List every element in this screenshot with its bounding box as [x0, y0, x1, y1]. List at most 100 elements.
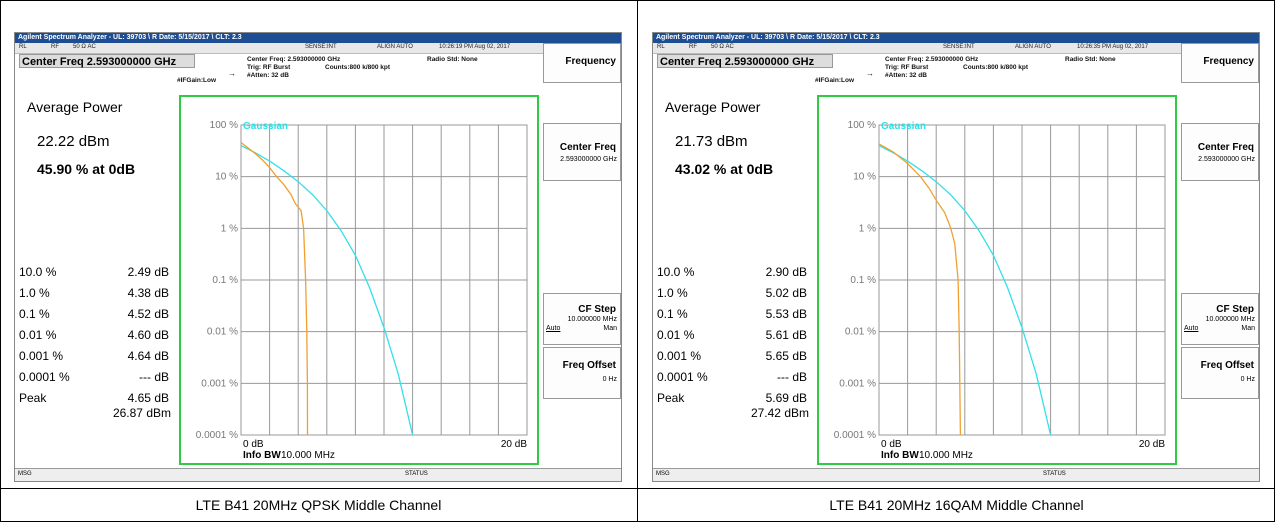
x-tick-label-left: 0 dB — [243, 439, 264, 450]
ccdf-probability: 1.0 % — [19, 286, 50, 300]
ccdf-row: 0.001 % 4.64 dB — [19, 349, 169, 365]
rl-indicator: RL — [657, 44, 665, 50]
x-tick-label-left: 0 dB — [881, 439, 902, 450]
freq-offset-softkey[interactable]: Freq Offset 0 Hz — [1181, 347, 1259, 399]
average-power-label: Average Power — [665, 99, 761, 115]
softkey-menu: Frequency Center Freq 2.593000000 GHz CF St… — [1181, 43, 1259, 471]
ccdf-db-value: 4.52 dB — [127, 307, 169, 321]
align-indicator: ALIGN AUTO — [1015, 44, 1051, 50]
ccdf-db-value: --- dB — [777, 370, 807, 384]
y-tick-label: 0.1 % — [212, 275, 238, 286]
y-tick-label: 10 % — [215, 172, 238, 183]
ccdf-row: 10.0 % 2.90 dB — [657, 265, 807, 281]
arrow-icon: → — [866, 69, 874, 78]
ccdf-probability: 0.1 % — [19, 307, 50, 321]
ccdf-probability: 0.001 % — [19, 349, 64, 363]
center-freq-softkey[interactable]: Center Freq 2.593000000 GHz — [1181, 123, 1259, 181]
status-bar: MSG STATUS — [653, 468, 1259, 481]
ccdf-plot: 100 % 10 % 1 % 0.1 % 0.01 % 0.001 % 0.0001 % 0 … — [179, 95, 539, 465]
y-tick-label: 0.0001 % — [834, 430, 876, 441]
timestamp: 10:26:35 PM Aug 02, 2017 — [1077, 44, 1149, 50]
meta-trigger: Trig: RF Burst — [885, 64, 929, 71]
caption-16qam: LTE B41 20MHz 16QAM Middle Channel — [829, 497, 1084, 513]
measured-ccdf-line — [240, 141, 309, 436]
ccdf-probability: Peak — [19, 391, 47, 405]
average-power-label: Average Power — [27, 99, 123, 115]
softkey-menu: Frequency Center Freq 2.593000000 GHz CF St… — [543, 43, 621, 471]
x-tick-label-right: 20 dB — [501, 439, 527, 450]
y-tick-label: 0.1 % — [850, 275, 876, 286]
average-power-value: 21.73 dBm — [675, 133, 748, 150]
ccdf-probability: 0.1 % — [657, 307, 688, 321]
ccdf-probability: 0.0001 % — [19, 370, 70, 384]
status-label: STATUS — [405, 471, 428, 477]
title-bar: Agilent Spectrum Analyzer - UL: 39703 \ … — [653, 33, 1259, 43]
rl-indicator: RL — [19, 44, 27, 50]
ccdf-db-value: 5.69 dB — [765, 391, 807, 405]
sense-indicator: SENSE:INT — [305, 44, 337, 50]
ccdf-db-value: 2.90 dB — [765, 265, 807, 279]
center-freq-softkey[interactable]: Center Freq 2.593000000 GHz — [543, 123, 621, 181]
ccdf-readout-panel: Average Power 21.73 dBm 43.02 % at 0dB 10.0… — [653, 89, 817, 465]
y-tick-label: 0.01 % — [207, 327, 238, 338]
ccdf-svg: 100 % 10 % 1 % 0.1 % 0.01 % 0.001 % 0.0001 % 0 … — [834, 120, 1166, 461]
ccdf-probability: 0.01 % — [19, 328, 57, 342]
ccdf-db-value: 4.65 dB — [127, 391, 169, 405]
y-tick-label: 100 % — [848, 120, 876, 131]
cf-step-softkey[interactable]: CF Step 10.000000 MHz Auto Man — [1181, 293, 1259, 345]
cf-step-softkey[interactable]: CF Step 10.000000 MHz Auto Man — [543, 293, 621, 345]
analyzer-screen-16qam: Agilent Spectrum Analyzer - UL: 39703 \ … — [652, 32, 1260, 482]
caption-divider — [0, 488, 1275, 489]
meta-counts: Counts:800 k/800 kpt — [325, 64, 391, 71]
ccdf-row: 1.0 % 5.02 dB — [657, 286, 807, 302]
align-indicator: ALIGN AUTO — [377, 44, 413, 50]
center-freq-readout[interactable]: Center Freq 2.593000000 GHz — [19, 54, 195, 68]
meta-attenuation: #Atten: 32 dB — [885, 72, 927, 79]
ccdf-row: 0.1 % 5.53 dB — [657, 307, 807, 323]
ccdf-probability: 10.0 % — [657, 265, 695, 279]
peak-power-dbm: 26.87 dBm — [112, 406, 171, 420]
status-label: STATUS — [1043, 471, 1066, 477]
ccdf-db-value: 5.65 dB — [765, 349, 807, 363]
info-bw-label: Info BW — [881, 450, 919, 461]
status-bar: MSG STATUS — [15, 468, 621, 481]
info-bw-label: Info BW — [243, 450, 281, 461]
ccdf-row: 0.001 % 5.65 dB — [657, 349, 807, 365]
ccdf-row: Peak 5.69 dB — [657, 391, 807, 407]
ccdf-probability: 0.001 % — [657, 349, 702, 363]
gaussian-legend-label: Gaussian — [881, 121, 926, 132]
meta-if-gain: #IFGain:Low — [815, 77, 854, 84]
ccdf-readout-panel: Average Power 22.22 dBm 45.90 % at 0dB 10.0… — [15, 89, 179, 465]
meta-attenuation: #Atten: 32 dB — [247, 72, 289, 79]
ccdf-row: 0.01 % 5.61 dB — [657, 328, 807, 344]
gaussian-legend-label: Gaussian — [243, 121, 288, 132]
frequency-menu-title: Frequency — [1181, 43, 1259, 83]
arrow-icon: → — [228, 69, 236, 78]
y-tick-label: 10 % — [853, 172, 876, 183]
control-row: RL RF 50 Ω AC SENSE:INT ALIGN AUTO 10:26:19 P… — [15, 43, 543, 54]
frequency-menu-title: Frequency — [543, 43, 621, 83]
center-freq-readout[interactable]: Center Freq 2.593000000 GHz — [657, 54, 833, 68]
freq-offset-softkey[interactable]: Freq Offset 0 Hz — [543, 347, 621, 399]
ccdf-probability: 10.0 % — [19, 265, 57, 279]
timestamp: 10:26:19 PM Aug 02, 2017 — [439, 44, 511, 50]
y-tick-label: 0.001 % — [839, 378, 876, 389]
percent-at-0db: 45.90 % at 0dB — [37, 161, 136, 177]
average-power-value: 22.22 dBm — [37, 133, 110, 150]
ccdf-row: 0.0001 % --- dB — [657, 370, 807, 386]
ccdf-db-value: 4.38 dB — [127, 286, 169, 300]
meta-trigger: Trig: RF Burst — [247, 64, 291, 71]
rf-indicator: RF — [689, 44, 697, 50]
y-tick-label: 0.001 % — [201, 378, 238, 389]
percent-at-0db: 43.02 % at 0dB — [675, 161, 774, 177]
ccdf-plot: 100 % 10 % 1 % 0.1 % 0.01 % 0.001 % 0.0001 % 0 … — [817, 95, 1177, 465]
rf-indicator: RF — [51, 44, 59, 50]
measured-ccdf-line — [878, 143, 962, 436]
ccdf-probability: 1.0 % — [657, 286, 688, 300]
info-bw-value: 10.000 MHz — [281, 450, 335, 461]
ccdf-svg: 100 % 10 % 1 % 0.1 % 0.01 % 0.001 % 0.0001 % 0 … — [196, 120, 528, 461]
y-tick-label: 0.01 % — [845, 327, 876, 338]
ccdf-row: Peak 4.65 dB — [19, 391, 169, 407]
ccdf-row: 0.0001 % --- dB — [19, 370, 169, 386]
meta-counts: Counts:800 k/800 kpt — [963, 64, 1029, 71]
